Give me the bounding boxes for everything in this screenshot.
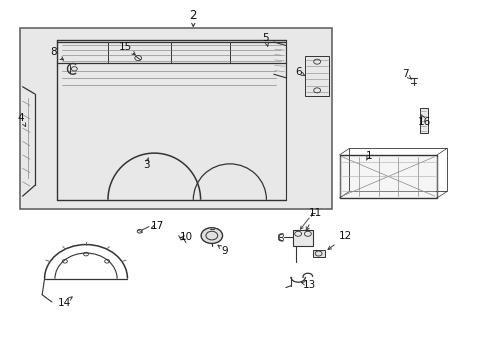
Text: 17: 17 <box>151 221 164 231</box>
Bar <box>312 250 325 257</box>
Text: 14: 14 <box>58 298 71 308</box>
Text: 2: 2 <box>189 9 197 22</box>
Text: 8: 8 <box>50 47 57 57</box>
Text: 7: 7 <box>402 69 408 79</box>
Bar <box>305 56 328 96</box>
Text: 5: 5 <box>262 33 269 43</box>
Bar <box>419 108 427 134</box>
Bar <box>348 148 446 192</box>
Text: 16: 16 <box>417 117 430 127</box>
Text: 10: 10 <box>179 232 192 242</box>
Text: 13: 13 <box>303 280 316 290</box>
Text: 9: 9 <box>221 246 228 256</box>
Text: 11: 11 <box>308 208 321 218</box>
Text: 15: 15 <box>119 42 132 51</box>
Text: 6: 6 <box>294 67 301 77</box>
Text: 12: 12 <box>339 231 352 241</box>
Bar <box>20 28 331 209</box>
Text: 3: 3 <box>142 160 149 170</box>
Bar <box>293 230 312 246</box>
Text: 1: 1 <box>365 150 371 161</box>
Bar <box>339 155 436 198</box>
Text: 4: 4 <box>18 113 24 123</box>
Circle shape <box>201 228 222 243</box>
